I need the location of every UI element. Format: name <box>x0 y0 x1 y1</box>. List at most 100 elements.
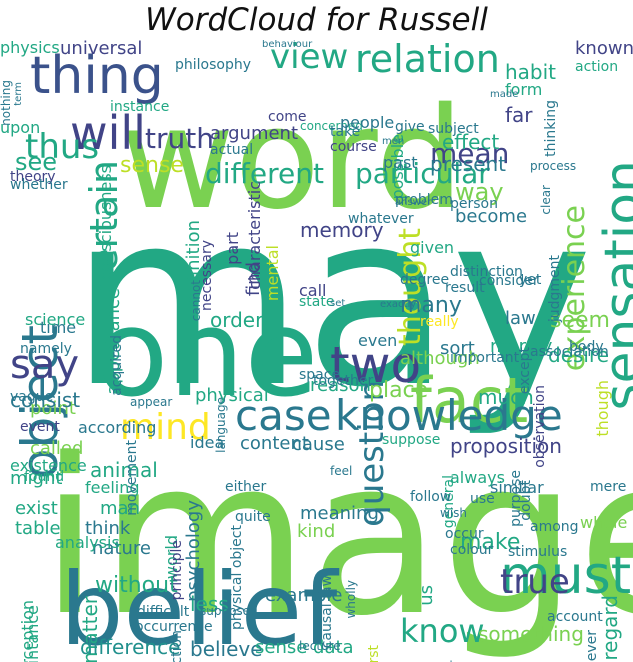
word-movement: movement <box>124 440 140 516</box>
word-person: person <box>450 196 498 212</box>
word-difference: difference <box>80 635 181 659</box>
word-present: present <box>430 152 507 176</box>
word-concerned: concerned <box>300 119 363 133</box>
word-result: result <box>445 280 485 296</box>
word-either: either <box>225 479 267 495</box>
word-consciousness: consciousness <box>96 165 115 281</box>
word-consist: consist <box>10 388 81 412</box>
word-feeling: feeling <box>85 478 140 497</box>
word-may: may <box>70 160 593 440</box>
word-call: call <box>299 281 327 300</box>
word-behaviour: behaviour <box>262 40 313 50</box>
word-mental: mental <box>263 245 282 302</box>
word-account: account <box>547 609 603 625</box>
word-sense-data: sense data <box>255 637 354 658</box>
word-one: one <box>95 285 319 424</box>
word-knowledge: knowledge <box>335 391 563 440</box>
word-time: time <box>40 318 77 337</box>
word-principle: principle <box>169 540 185 601</box>
word-wholly: wholly <box>344 580 358 619</box>
word-mere: mere <box>590 479 627 495</box>
word-give: give <box>395 119 425 135</box>
word-see: see <box>15 148 58 176</box>
word-animal: animal <box>90 458 158 482</box>
word-association: association <box>530 344 609 360</box>
word-physics: physics <box>0 40 60 57</box>
word-cause: cause <box>292 434 345 455</box>
word-much: much <box>478 385 534 409</box>
word-distinction: distinction <box>450 264 523 280</box>
word-desire: desire <box>548 343 610 367</box>
word-according: according <box>78 418 157 437</box>
word-point: point <box>30 398 76 419</box>
word-cannot: cannot <box>189 280 203 322</box>
word-made: made <box>490 89 519 100</box>
word-theory: theory <box>10 169 56 185</box>
word-actual: actual <box>210 142 254 158</box>
word-known: known <box>575 40 633 59</box>
word-nothing: nothing <box>0 80 13 126</box>
word-suppose: suppose <box>382 432 441 448</box>
word-think: think <box>85 518 131 539</box>
word-argument: argument <box>210 123 299 144</box>
word-whatever: whatever <box>348 211 414 227</box>
word-state: state <box>299 294 335 310</box>
word-nature: nature <box>92 538 151 559</box>
word-form: form <box>505 80 543 99</box>
word-many: many <box>400 293 462 318</box>
word-body: body <box>569 339 604 355</box>
word-memory: memory <box>300 218 384 242</box>
word-always: always <box>450 468 505 487</box>
word-way: way <box>455 178 504 206</box>
word-exist: exist <box>15 498 58 519</box>
word-conscious: conscious <box>415 660 474 662</box>
word-clear: clear <box>539 185 553 215</box>
word-true: true <box>500 562 570 602</box>
word-first: first <box>366 645 382 662</box>
word-far: far <box>505 103 533 127</box>
word-regard: regard <box>598 595 622 661</box>
word-colour: colour <box>450 542 494 558</box>
word-two: two <box>330 336 422 394</box>
word-important: important <box>450 350 520 366</box>
word-judgment: judgment <box>547 255 563 323</box>
word-men: men <box>382 136 405 147</box>
word-quite: quite <box>235 509 271 525</box>
word-idea: idea <box>190 433 225 452</box>
word-doubt: doubt <box>518 480 534 521</box>
word-although: although <box>400 348 480 369</box>
word-even: even <box>358 331 398 350</box>
word-physical: physical <box>195 385 269 406</box>
word-science: science <box>25 310 86 329</box>
word-whole: whole <box>580 513 628 532</box>
word-view: view <box>270 40 349 77</box>
word-something: something <box>478 622 584 646</box>
word-habit: habit <box>505 60 557 84</box>
word-mean: mean <box>430 137 510 170</box>
word-us: us <box>416 585 437 606</box>
word-will: will <box>70 106 146 160</box>
word-example: example <box>265 585 343 606</box>
word-kind: kind <box>297 521 336 542</box>
word-law: law <box>505 308 536 329</box>
word-people: people <box>340 113 395 132</box>
word-universal: universal <box>60 40 143 59</box>
word-together: together <box>313 373 374 389</box>
word-vague: vague <box>10 389 54 405</box>
word-really: really <box>420 314 459 330</box>
word-know: know <box>400 612 485 650</box>
word-namely: namely <box>20 341 72 357</box>
word-seem: seem <box>550 308 610 333</box>
word-relation: relation <box>355 40 500 81</box>
word-among: among <box>530 519 579 535</box>
word-set: set <box>330 298 346 309</box>
word-existence: existence <box>10 456 87 475</box>
word-observation: observation <box>532 385 548 468</box>
word-sense: sense <box>120 153 184 178</box>
word-case: case <box>235 391 332 440</box>
word-fact: fact <box>410 364 529 437</box>
word-use: use <box>470 491 495 507</box>
word-particular: particular <box>355 157 490 190</box>
word-occur: occur <box>445 526 484 542</box>
word-given: given <box>410 238 455 257</box>
